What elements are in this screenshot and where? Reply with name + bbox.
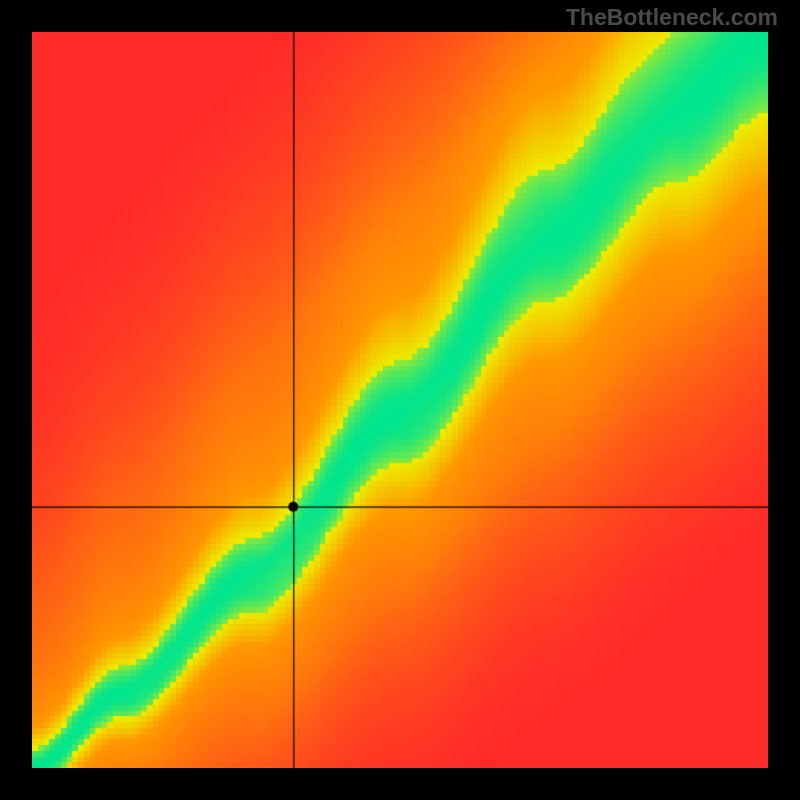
heatmap-plot xyxy=(32,32,768,768)
chart-container: TheBottleneck.com xyxy=(0,0,800,800)
crosshair-overlay xyxy=(32,32,768,768)
watermark-text: TheBottleneck.com xyxy=(566,4,778,31)
